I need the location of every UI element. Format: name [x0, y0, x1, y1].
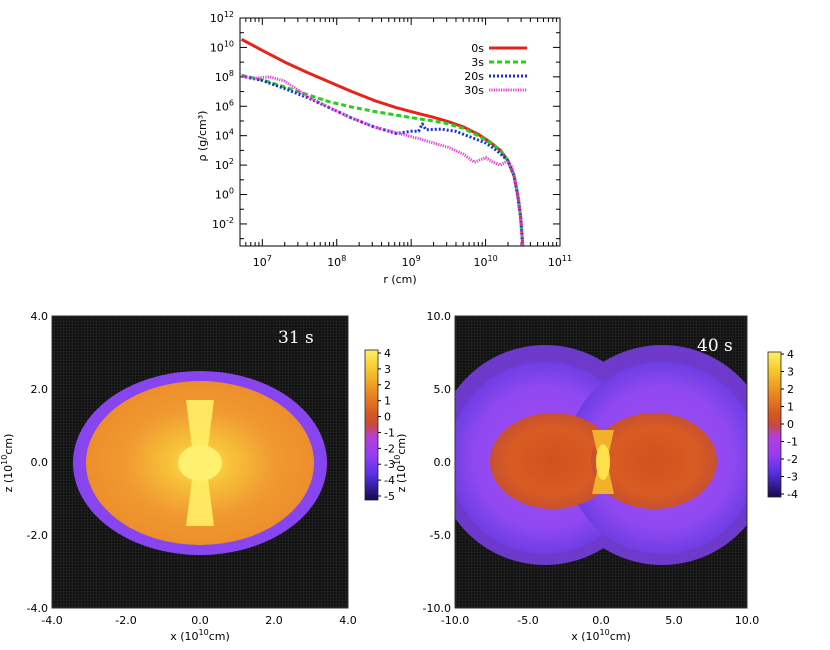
y-tick-label: 1010	[210, 39, 234, 54]
panel-40s-y-label: z (1010cm)	[393, 434, 408, 493]
x-tick-label: 4.0	[339, 614, 357, 627]
panel-31s-colorbar-ticks: 4 3 2 1 0 -1 -2 -3 -4 -5	[378, 347, 395, 503]
x-tick-label: 1011	[548, 254, 572, 269]
panel-40s-frame	[454, 315, 748, 609]
colorbar-tick-label: -1	[787, 436, 798, 449]
colorbar-tick-label: -3	[787, 471, 798, 484]
series-lines	[240, 37, 525, 246]
panel-31s-frame	[51, 315, 349, 609]
panel-31s-hot-core	[178, 445, 222, 481]
y-tick-label: 100	[215, 187, 234, 202]
x-tick-label: -10.0	[441, 614, 469, 627]
y-tick-label: 0.0	[31, 456, 49, 469]
y-tick-label: 0.0	[434, 456, 452, 469]
colorbar-tick-label: -1	[384, 426, 395, 439]
colorbar-tick-label: -3	[384, 458, 395, 471]
x-tick-label: 108	[327, 254, 346, 269]
legend-label-0s: 0s	[471, 42, 484, 55]
colorbar-tick-label: -4	[787, 488, 798, 501]
legend-label-20s: 20s	[464, 70, 484, 83]
panel-31s-x-label: x (1010cm)	[170, 628, 230, 643]
colorbar-tick-label: 4	[384, 347, 391, 360]
y-tick-label: 106	[215, 98, 234, 113]
panel-31s-colorbar	[364, 349, 379, 501]
colorbar-tick-label: 0	[384, 411, 391, 424]
x-tick-label: 107	[253, 254, 272, 269]
density-profile-chart: 107 108 109 1010 1011 10-2 100 102 104 106 108 1010…	[196, 10, 572, 286]
legend-label-30s: 30s	[464, 84, 484, 97]
panel-40s-hot-core	[596, 444, 610, 480]
x-tick-label: -4.0	[41, 614, 62, 627]
colorbar-tick-label: 2	[787, 383, 794, 396]
series-line-30s	[241, 74, 525, 246]
x-tick-label: 2.0	[265, 614, 283, 627]
y-axis-label: ρ (g/cm³)	[196, 111, 209, 162]
panel-40s-inner-lobes	[490, 413, 717, 509]
x-tick-label: 1010	[473, 254, 497, 269]
x-tick-label: 0.0	[592, 614, 610, 627]
legend-label-3s: 3s	[471, 56, 484, 69]
y-tick-label: -2.0	[27, 529, 48, 542]
panel-40s-colorbar-ticks: 4 3 2 1 0 -1 -2 -3 -4	[781, 348, 798, 501]
colorbar-tick-label: -2	[787, 453, 798, 466]
y-tick-label: 5.0	[434, 383, 452, 396]
panel-31s: 31 s -4.0 -2.0 0.0 2.0 4.0 4.0 2.0 0.0 -2.0-4.0 …	[0, 310, 395, 643]
y-tick-label: -5.0	[430, 529, 451, 542]
colorbar-tick-label: -4	[384, 474, 395, 487]
colorbar-tick-label: -5	[384, 490, 395, 503]
colorbar-tick-label: 1	[787, 401, 794, 414]
colorbar-tick-label: 2	[384, 379, 391, 392]
y-tick-label: 102	[215, 157, 234, 172]
panel-40s-x-label: x (1010cm)	[571, 628, 631, 643]
y-tick-label: 10-2	[212, 216, 234, 231]
y-tick-label: 108	[215, 69, 234, 84]
y-tick-label: -4.0	[27, 602, 48, 615]
y-tick-label: 1012	[210, 10, 234, 25]
x-tick-label: 5.0	[665, 614, 683, 627]
tick-labels: 107 108 109 1010 1011 10-2 100 102 104 106 108 1010…	[210, 10, 572, 269]
y-tick-label: -10.0	[423, 602, 451, 615]
series-line-20s	[241, 74, 525, 246]
x-tick-label: -5.0	[517, 614, 538, 627]
y-tick-label: 2.0	[31, 383, 49, 396]
panel-31s-y-label: z (1010cm)	[0, 434, 15, 493]
panel-40s-time-label: 40 s	[697, 336, 733, 356]
panel-40s-tick-labels: -10.0 -5.0 0.0 5.0 10.0 10.0 5.0 0.0 -5.0 -10.0	[423, 310, 760, 627]
panel-31s-tick-labels: -4.0 -2.0 0.0 2.0 4.0 4.0 2.0 0.0 -2.0 -4.0	[27, 310, 357, 627]
colorbar-tick-label: 4	[787, 348, 794, 361]
y-tick-label: 104	[215, 128, 234, 143]
colorbar-tick-label: 0	[787, 418, 794, 431]
colorbar-tick-label: 3	[787, 366, 794, 379]
panel-40s-colorbar	[767, 351, 782, 498]
panel-31s-time-label: 31 s	[278, 328, 314, 348]
x-tick-label: -2.0	[115, 614, 136, 627]
y-tick-label: 10.0	[427, 310, 452, 323]
panel-40s: 40 s -10.0 -5.0 0.0 5.0 10.010.05.00.0-5.0-1…	[393, 310, 798, 643]
tick-marks	[240, 17, 561, 246]
colorbar-tick-label: 3	[384, 363, 391, 376]
x-tick-label: 10.0	[735, 614, 760, 627]
x-tick-label: 0.0	[191, 614, 209, 627]
colorbar-tick-label: -2	[384, 442, 395, 455]
x-axis-label: r (cm)	[383, 273, 416, 286]
y-tick-label: 4.0	[31, 310, 49, 323]
x-tick-label: 109	[402, 254, 421, 269]
colorbar-tick-label: 1	[384, 395, 391, 408]
